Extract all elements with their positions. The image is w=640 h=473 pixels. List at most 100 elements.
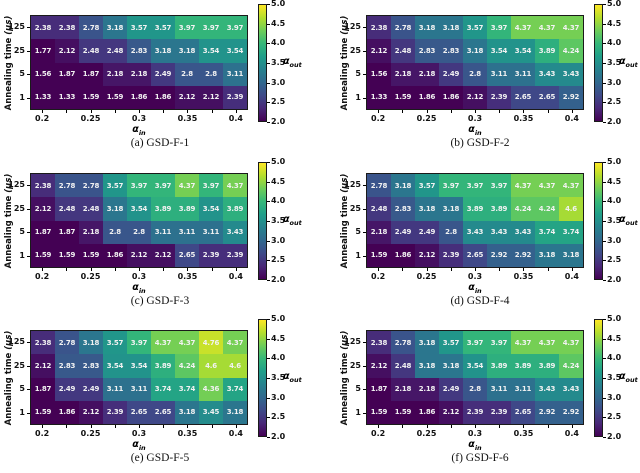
heatmap-cell: 2.92 <box>487 243 511 267</box>
heatmap-cell: 3.11 <box>487 62 511 86</box>
heatmap-cell: 4.76 <box>199 331 223 355</box>
y-tick-mark <box>363 50 366 52</box>
heatmap-cell: 2.65 <box>127 400 151 424</box>
colorbar-tick-label: 2.5 <box>607 255 622 265</box>
colorbar-tick-mark <box>267 63 270 64</box>
colorbar-tick-mark <box>603 162 606 163</box>
heatmap-cell: 3.18 <box>175 400 199 424</box>
x-tick-label: 0.35 <box>513 114 534 123</box>
x-tick-mark <box>426 110 428 113</box>
colorbar-tick-label: 2.5 <box>271 97 286 107</box>
x-tick-mark <box>211 268 213 271</box>
heatmap-cell: 3.11 <box>223 62 247 86</box>
x-tick-mark <box>211 425 213 428</box>
x-tick-mark <box>426 268 428 271</box>
y-tick-label: 5 <box>355 227 361 237</box>
y-tick-label: 5 <box>355 384 361 394</box>
y-tick-mark <box>27 98 30 100</box>
colorbar-tick-label: 4.5 <box>607 333 622 343</box>
heatmap-cell: 2.92 <box>535 400 559 424</box>
y-tick-label: 25 <box>13 45 25 55</box>
heatmap-cell: 4.37 <box>559 174 583 198</box>
colorbar-label-symbol: α <box>283 56 290 67</box>
colorbar-tick-mark <box>267 397 270 399</box>
colorbar-tick-mark <box>267 201 270 203</box>
colorbar-tick-mark <box>603 201 606 203</box>
x-tick-mark <box>523 268 525 271</box>
heatmap-cell: 2.12 <box>31 354 55 378</box>
x-tick-mark <box>499 268 501 271</box>
heatmap-cell: 2.78 <box>391 16 415 40</box>
heatmap-cell: 2.48 <box>79 197 103 221</box>
y-tick-mark <box>363 208 366 210</box>
y-tick-label: 25 <box>13 360 25 370</box>
x-tick-mark <box>90 268 92 271</box>
x-tick-label: 0.2 <box>35 114 50 123</box>
heatmap-cell: 2.38 <box>367 331 391 355</box>
heatmap-cell: 2.12 <box>463 85 487 109</box>
heatmap-cell: 4.37 <box>151 331 175 355</box>
heatmap-cell: 2.18 <box>391 62 415 86</box>
colorbar-tick-label: 2.5 <box>607 412 622 422</box>
y-tick-label: 125 <box>8 179 25 189</box>
colorbar-tick-label: 5.0 <box>607 314 622 323</box>
heatmap-cell: 3.18 <box>391 174 415 198</box>
heatmap-cell: 1.86 <box>103 243 127 267</box>
y-tick-mark <box>27 26 30 28</box>
heatmap-cell: 1.59 <box>391 85 415 109</box>
x-tick-mark <box>235 425 237 428</box>
colorbar-tick-mark <box>603 43 606 45</box>
heatmap-cell: 3.18 <box>439 197 463 221</box>
panel-caption: (c) GSD-F-3 <box>130 295 190 307</box>
heatmap-cell: 4.37 <box>559 16 583 40</box>
heatmap-cell: 2.38 <box>55 16 79 40</box>
x-tick-mark <box>523 110 525 113</box>
heatmap-cell: 3.18 <box>415 197 439 221</box>
heatmap-cell: 1.59 <box>391 400 415 424</box>
heatmap-cell: 3.57 <box>463 16 487 40</box>
heatmap-cell: 2.39 <box>487 85 511 109</box>
heatmap-cell: 3.18 <box>103 197 127 221</box>
x-tick-label: 0.4 <box>564 114 579 123</box>
colorbar-tick-mark <box>267 221 270 222</box>
heatmap-grid: 2.38 2.78 2.78 3.57 3.97 3.97 4.37 3.97 4.37 2.12… <box>30 173 248 268</box>
x-tick-mark <box>426 425 428 428</box>
y-tick-label: 125 <box>344 336 361 346</box>
heatmap-cell: 2.49 <box>439 62 463 86</box>
x-tick-label: 0.4 <box>228 114 243 123</box>
y-tick-label: 1 <box>19 408 25 418</box>
y-tick-mark <box>27 74 30 76</box>
heatmap-cell: 2.65 <box>511 400 535 424</box>
x-axis-label: αin <box>455 124 495 137</box>
heatmap-cell: 3.11 <box>175 220 199 244</box>
heatmap-cell: 3.74 <box>151 377 175 401</box>
y-tick-label: 25 <box>349 360 361 370</box>
heatmap-cell: 3.18 <box>439 16 463 40</box>
heatmap-cell: 3.11 <box>511 62 535 86</box>
colorbar-label: αout <box>283 214 302 227</box>
x-tick-label: 0.25 <box>416 429 437 438</box>
heatmap-cell: 1.87 <box>79 62 103 86</box>
heatmap-panel-a: Annealing time (μs) 125 25 5 1 2.38 2.38 2.78 3.… <box>0 0 320 158</box>
x-tick-mark <box>547 110 549 113</box>
heatmap-cell: 3.97 <box>199 174 223 198</box>
heatmap-cell: 2.8 <box>463 377 487 401</box>
y-tick-mark <box>27 365 30 367</box>
heatmap-grid: 2.38 2.78 3.18 3.18 3.57 3.97 4.37 4.37 4.37 2.12… <box>366 15 584 110</box>
colorbar-tick-label: 2.0 <box>607 275 622 284</box>
colorbar-tick-mark <box>603 23 606 25</box>
colorbar <box>258 319 267 437</box>
panel-caption: (d) GSD-F-4 <box>450 295 510 307</box>
heatmap-panel-f: Annealing time (μs) 125 25 5 1 2.38 2.78 3.18 3.… <box>320 314 640 473</box>
heatmap-cell: 3.54 <box>127 197 151 221</box>
heatmap-cell: 4.37 <box>511 174 535 198</box>
x-tick-mark <box>163 268 165 271</box>
heatmap-cell: 2.39 <box>223 85 247 109</box>
heatmap-cell: 1.59 <box>31 400 55 424</box>
colorbar-tick-label: 2.0 <box>607 432 622 441</box>
y-tick-mark <box>363 26 366 28</box>
heatmap-cell: 1.86 <box>151 85 175 109</box>
heatmap-cell: 3.57 <box>103 331 127 355</box>
heatmap-cell: 3.97 <box>127 331 151 355</box>
colorbar-tick-label: 4.0 <box>271 38 286 48</box>
